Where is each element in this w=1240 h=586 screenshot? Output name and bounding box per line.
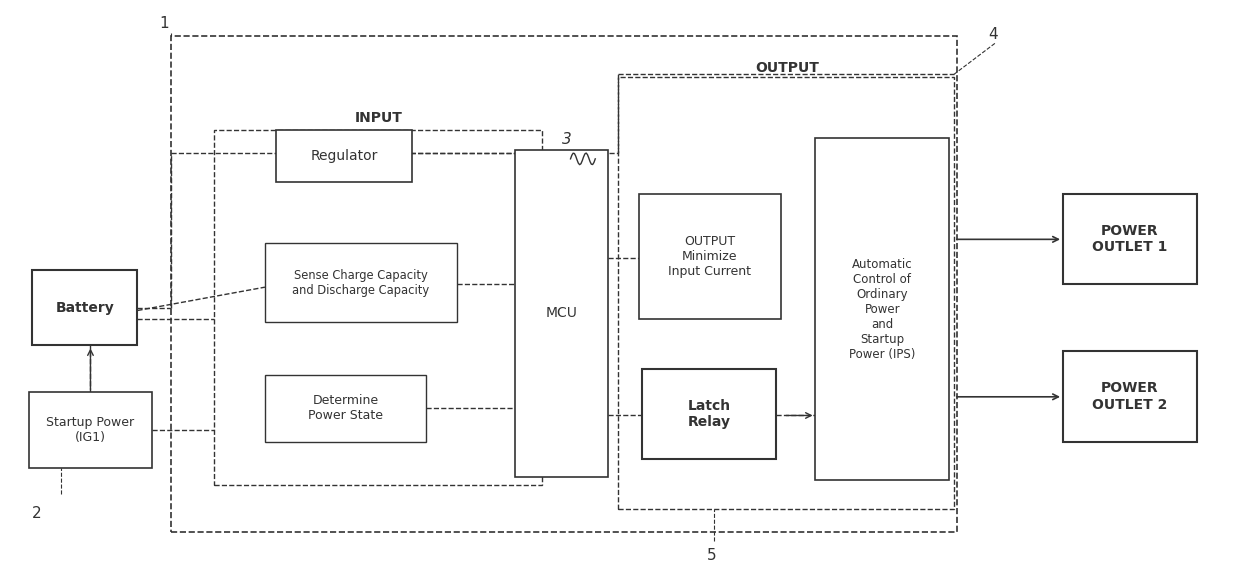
Text: OUTPUT: OUTPUT [755,62,818,76]
FancyBboxPatch shape [1063,194,1197,284]
Text: POWER
OUTLET 2: POWER OUTLET 2 [1092,381,1167,411]
Text: Battery: Battery [56,301,114,315]
Text: Determine
Power State: Determine Power State [308,394,383,422]
FancyBboxPatch shape [215,130,542,485]
FancyBboxPatch shape [29,392,153,468]
FancyBboxPatch shape [1063,352,1197,442]
FancyBboxPatch shape [265,374,425,442]
FancyBboxPatch shape [32,270,138,346]
FancyBboxPatch shape [816,138,949,479]
FancyBboxPatch shape [618,77,954,509]
Text: Latch
Relay: Latch Relay [687,399,730,429]
Text: 2: 2 [32,506,42,520]
FancyBboxPatch shape [639,194,781,319]
Text: 1: 1 [160,16,170,30]
FancyBboxPatch shape [171,36,956,532]
FancyBboxPatch shape [642,369,776,459]
FancyBboxPatch shape [515,150,608,477]
FancyBboxPatch shape [277,130,412,182]
Text: MCU: MCU [546,306,577,321]
Text: POWER
OUTLET 1: POWER OUTLET 1 [1092,224,1167,254]
Text: 5: 5 [707,548,717,563]
Text: Regulator: Regulator [310,149,378,163]
Text: OUTPUT
Minimize
Input Current: OUTPUT Minimize Input Current [668,235,751,278]
Text: Startup Power
(IG1): Startup Power (IG1) [46,416,134,444]
Text: INPUT: INPUT [355,111,403,125]
Text: 4: 4 [988,28,998,42]
FancyBboxPatch shape [265,243,456,322]
Text: Sense Charge Capacity
and Discharge Capacity: Sense Charge Capacity and Discharge Capa… [293,269,429,297]
Text: Automatic
Control of
Ordinary
Power
and
Startup
Power (IPS): Automatic Control of Ordinary Power and … [849,257,915,360]
Text: 3: 3 [562,132,572,147]
